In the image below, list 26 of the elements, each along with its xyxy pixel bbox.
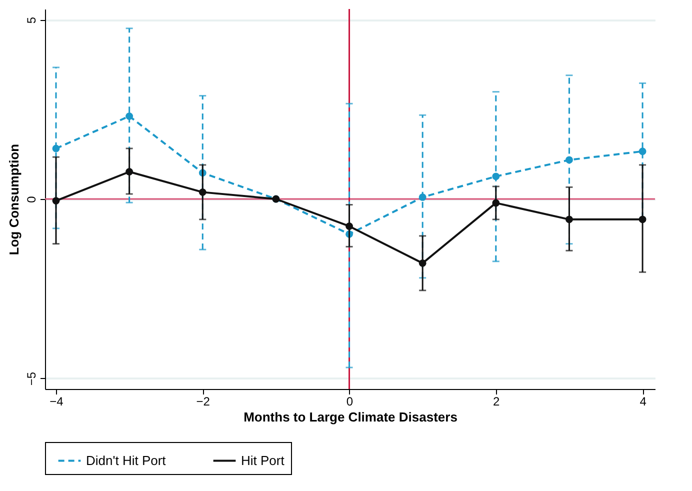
point — [126, 112, 134, 120]
point — [418, 194, 426, 201]
x-tick-label: −4 — [50, 394, 64, 408]
point — [52, 144, 60, 152]
point — [126, 168, 134, 176]
x-tick-label: 0 — [346, 394, 354, 408]
legend-label: Hit Port — [241, 452, 285, 468]
point — [638, 148, 646, 156]
point — [566, 216, 573, 224]
y-tick-label: −5 — [24, 372, 38, 386]
legend-label: Didn't Hit Port — [86, 452, 166, 468]
point — [418, 259, 426, 267]
y-axis-title: Log Consumption — [6, 144, 22, 256]
point — [52, 197, 60, 204]
point — [566, 156, 573, 164]
x-tick-label: 4 — [640, 394, 647, 408]
point — [492, 172, 500, 180]
y-tick-label: 0 — [24, 196, 38, 203]
point — [492, 199, 500, 207]
point — [198, 188, 206, 196]
y-tick-label: 5 — [24, 16, 38, 24]
point — [638, 216, 646, 224]
point — [346, 222, 353, 230]
x-tick-label: 2 — [493, 394, 500, 408]
x-axis-title: Months to Large Climate Disasters — [244, 410, 458, 424]
x-tick-label: −2 — [196, 394, 210, 408]
